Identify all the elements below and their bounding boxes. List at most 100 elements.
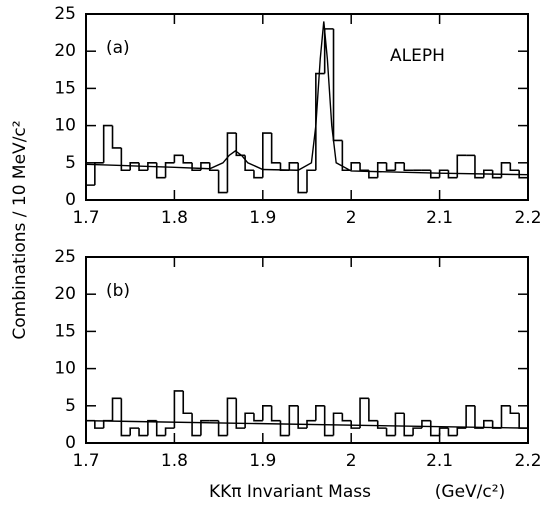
histogram-bin [438,169,449,178]
x-axis-unit: (GeV/c²) [435,482,505,502]
histogram-bin [270,133,281,164]
histogram-bin [111,125,122,149]
histogram-bin [368,170,378,179]
histogram-bin [244,155,254,172]
histogram-bin [173,390,184,429]
histogram-bin [376,162,387,178]
histogram-bin [500,162,511,178]
histogram-bin [173,154,184,163]
y-axis-label: Combinations / 10 MeV/c² [10,120,30,339]
histogram-bin [279,162,290,172]
histogram-bin [94,420,104,429]
histogram-bin [332,412,343,436]
histogram-bin [217,170,228,194]
histogram-bin [129,162,140,171]
y-tick-label: 20 [54,41,76,61]
histogram-bin [85,184,95,200]
histogram-bin [341,413,352,422]
histogram-bin [341,140,352,172]
x-axis-label: KKπ Invariant Mass [209,482,371,502]
histogram-bin [217,420,228,437]
histogram-bin [253,413,263,422]
x-tick-label: 1.7 [72,208,99,228]
histogram-bin [138,428,148,437]
histogram-bin [155,162,166,179]
histogram-bin [368,398,378,422]
histogram-bin [138,162,148,172]
histogram-bin [403,413,414,437]
panel-label: (a) [106,38,130,58]
y-tick-label: 0 [65,433,76,453]
histogram-bin [500,405,511,429]
histogram-bin [376,420,387,429]
y-tick-label: 15 [54,78,76,98]
histogram-bin [226,397,237,436]
histogram-bin [270,405,281,422]
histogram-bin [164,162,175,178]
histogram-bin [102,124,113,163]
x-tick-label: 2.2 [514,451,540,471]
histogram-bin [323,405,334,437]
histogram-bin [483,419,493,429]
histogram-bin [279,420,290,437]
histogram-bin [438,427,449,436]
histogram-bin [306,419,316,429]
histogram-bin [429,420,440,437]
panel-label: (b) [106,281,130,301]
histogram-bin [85,419,95,443]
y-tick-label: 25 [54,4,76,24]
histogram-bin [288,405,299,436]
histogram-bin [288,162,299,171]
histogram-bin [155,420,166,437]
x-tick-label: 1.9 [249,208,276,228]
histogram-bin [385,162,396,172]
histogram-bin [253,170,263,179]
histogram-bin [191,162,201,172]
histogram-bin [412,427,422,436]
histogram-bin [509,405,520,415]
histogram-bin [491,170,502,179]
histogram-bin [200,419,210,436]
histogram-bin [129,427,140,436]
histogram-bin [447,428,458,437]
x-tick-label: 2 [346,208,357,228]
histogram-bin [297,405,307,429]
y-tick-label: 15 [54,321,76,341]
histogram-bin [164,427,175,436]
x-tick-label: 1.7 [72,451,99,471]
y-tick-label: 10 [54,116,76,136]
fit-curve [85,21,529,176]
annotation: ALEPH [390,46,445,66]
histogram-bin [332,28,343,142]
fit-curve [85,419,529,429]
x-tick-label: 1.8 [161,208,188,228]
y-tick-label: 5 [65,396,76,416]
histogram-bin [244,412,254,429]
histogram-bin [465,405,475,429]
x-tick-label: 2.1 [426,208,453,228]
histogram-bin [182,155,193,164]
histogram-bin [226,132,237,193]
histogram-bin [359,162,369,172]
x-tick-label: 2 [346,451,357,471]
histogram-bin [403,162,414,172]
y-tick-label: 25 [54,247,76,267]
histogram-bin [315,72,325,171]
y-tick-label: 5 [65,153,76,173]
histogram-bin [94,162,104,186]
histogram-bin [359,397,369,429]
histogram-bin [518,413,528,429]
histogram-bin [208,162,219,172]
histogram-bin [262,132,272,178]
plot-frame [85,13,529,201]
histogram-bin [147,419,157,436]
histogram-bin [509,162,520,172]
histogram-bin [350,162,361,171]
plot-frame [85,256,529,444]
y-tick-label: 0 [65,190,76,210]
x-tick-label: 2.1 [426,451,453,471]
histogram-bin [120,147,131,172]
histogram-bin [394,412,405,436]
x-tick-label: 1.9 [249,451,276,471]
